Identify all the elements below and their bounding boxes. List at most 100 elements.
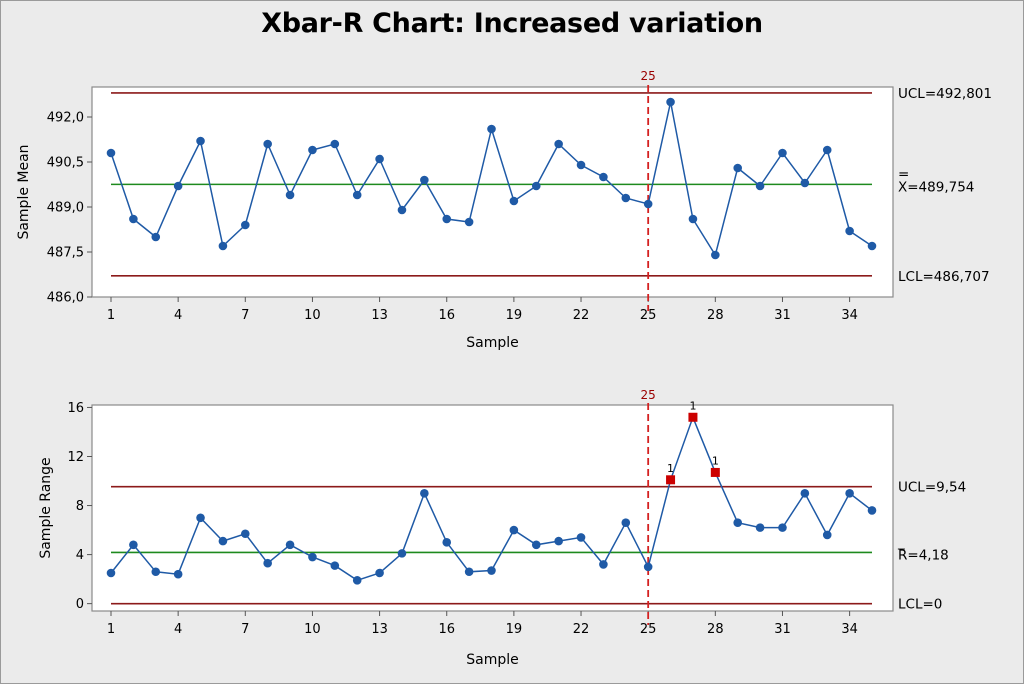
y-tick-label: 492,0 <box>47 111 84 126</box>
data-point <box>464 567 474 577</box>
flagged-point <box>688 412 698 422</box>
data-point <box>599 172 608 182</box>
x-tick-label: 7 <box>241 622 249 637</box>
data-point <box>464 217 474 227</box>
data-point <box>106 148 116 158</box>
flag-label: 1 <box>689 399 696 412</box>
x-tick-label: 1 <box>107 622 115 637</box>
data-point <box>845 488 854 498</box>
x-tick-label: 34 <box>841 308 858 323</box>
y-tick-label: 487,5 <box>47 246 84 261</box>
x-tick-label: 25 <box>640 308 657 323</box>
data-point <box>621 518 631 528</box>
data-point <box>733 518 743 528</box>
data-point <box>352 576 362 585</box>
x-tick-label: 22 <box>573 308 590 323</box>
y-axis-label: Sample Range <box>38 457 54 558</box>
data-point <box>330 139 340 149</box>
data-point <box>509 525 519 535</box>
data-point <box>397 549 407 558</box>
x-tick-label: 34 <box>841 622 858 637</box>
center-label-bar: _ <box>897 534 905 550</box>
xbar-panel: 486,0 487,5 489,0 490,5 492,0 1 4 7 10 13 16 19 22 25… <box>16 69 992 351</box>
data-point <box>308 145 317 155</box>
data-point <box>218 536 228 546</box>
data-point <box>352 190 362 200</box>
data-point <box>643 562 653 572</box>
center-label: R=4,18 <box>898 547 949 563</box>
y-tick-label: 489,0 <box>47 201 84 216</box>
data-point <box>733 163 743 173</box>
data-point <box>129 214 138 224</box>
data-point <box>867 506 877 515</box>
data-point <box>397 205 407 215</box>
data-point <box>218 241 228 251</box>
y-tick-label: 8 <box>76 499 84 514</box>
y-tick-label: 0 <box>76 597 84 612</box>
data-point <box>800 488 810 498</box>
data-point <box>196 136 205 146</box>
x-tick-label: 28 <box>707 622 724 637</box>
data-point <box>509 196 519 206</box>
data-point <box>688 214 698 224</box>
data-point <box>442 538 452 547</box>
data-point <box>554 139 563 149</box>
data-point <box>822 145 832 155</box>
data-point <box>375 154 384 164</box>
data-point <box>867 241 877 251</box>
range-plot-area <box>91 404 894 612</box>
data-point <box>285 540 295 550</box>
data-point <box>240 220 250 230</box>
data-point <box>151 567 161 577</box>
data-point <box>531 181 541 191</box>
data-point <box>420 175 429 185</box>
data-point <box>330 561 340 570</box>
data-point <box>151 232 161 242</box>
x-tick-label: 31 <box>774 622 791 637</box>
data-point <box>196 513 205 523</box>
data-point <box>285 190 295 200</box>
flag-label: 1 <box>712 454 719 467</box>
x-axis-label: Sample <box>466 335 519 351</box>
data-point <box>711 250 720 260</box>
data-point <box>755 181 765 191</box>
lcl-label: LCL=486,707 <box>898 269 990 285</box>
x-tick-label: 16 <box>438 622 455 637</box>
data-point <box>129 540 138 550</box>
data-point <box>487 124 496 134</box>
x-tick-label: 4 <box>174 622 182 637</box>
data-point <box>375 568 384 578</box>
x-tick-label: 13 <box>371 308 388 323</box>
y-tick-label: 12 <box>67 450 84 465</box>
x-tick-label: 16 <box>438 308 455 323</box>
reference-line-label: 25 <box>641 388 656 402</box>
chart-title: Xbar-R Chart: Increased variation <box>261 8 763 39</box>
x-tick-label: 1 <box>107 308 115 323</box>
x-tick-label: 19 <box>506 622 523 637</box>
data-point <box>308 552 317 562</box>
x-tick-label: 22 <box>573 622 590 637</box>
data-point <box>822 530 832 540</box>
data-point <box>240 529 250 539</box>
data-point <box>599 560 608 569</box>
x-tick-label: 4 <box>174 308 182 323</box>
data-point <box>487 566 496 575</box>
data-point <box>531 540 541 550</box>
data-point <box>106 568 116 578</box>
data-point <box>778 148 787 158</box>
center-label-bar: = <box>898 166 909 182</box>
x-tick-label: 31 <box>774 308 791 323</box>
x-axis-label: Sample <box>466 652 519 668</box>
xbar-plot-area <box>91 86 894 298</box>
x-tick-label: 10 <box>304 308 321 323</box>
data-point <box>778 523 787 532</box>
y-axis-label: Sample Mean <box>16 144 32 239</box>
y-tick-label: 4 <box>76 548 84 563</box>
data-point <box>554 536 563 546</box>
x-tick-label: 10 <box>304 622 321 637</box>
x-tick-label: 13 <box>371 622 388 637</box>
x-tick-label: 28 <box>707 308 724 323</box>
flagged-point <box>710 467 720 477</box>
data-point <box>173 569 183 579</box>
